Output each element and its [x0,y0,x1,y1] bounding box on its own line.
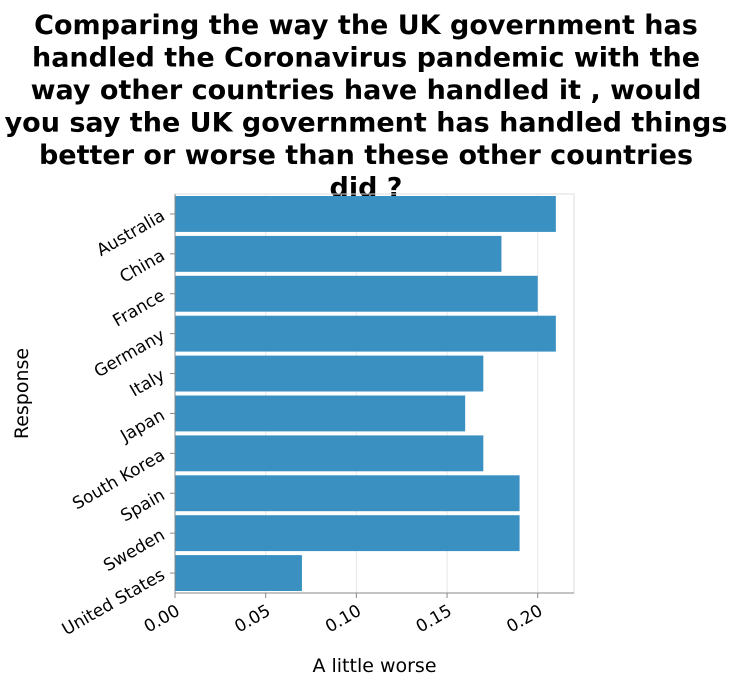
bar-australia [175,196,556,232]
x-tick-label: 0.15 [413,601,456,637]
chart-title-line: you say the UK government has handled th… [5,108,728,139]
chart-title-line: better or worse than these other countri… [39,140,693,171]
bar-spain [175,475,520,512]
y-tick-label: Spain [117,485,168,526]
chart-title-line: Comparing the way the UK government has [34,10,698,41]
x-tick-label: 0.20 [503,601,546,637]
bar-south-korea [175,435,484,472]
y-axis-title: Response [11,348,33,439]
y-tick-label: France [110,286,169,332]
x-tick-label: 0.05 [231,601,274,637]
chart-title-line: way other countries have handled it , wo… [31,75,702,106]
bar-united-states [175,555,302,591]
bar-germany [175,315,556,352]
bar-china [175,235,502,272]
x-tick-label: 0.10 [322,601,365,637]
bar-sweden [175,515,520,552]
x-axis-title: A little worse [312,655,436,677]
chart-title-line: handled the Coronavirus pandemic with th… [32,43,700,74]
y-tick-label: Italy [127,366,169,402]
bars [175,196,556,591]
x-tick-label: 0.00 [141,601,184,637]
bar-france [175,275,538,312]
y-tick-label: China [116,246,168,288]
bar-italy [175,355,484,392]
chart-title: Comparing the way the UK government hash… [5,10,728,204]
y-tick-label: Japan [117,405,169,447]
bar-japan [175,395,466,432]
